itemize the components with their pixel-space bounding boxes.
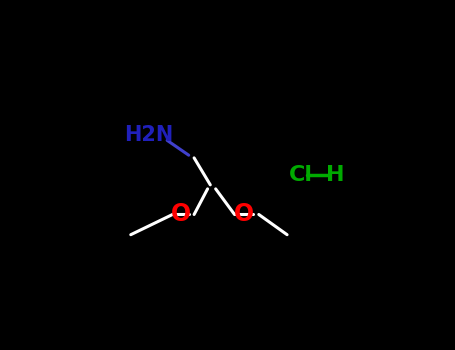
Text: O: O bbox=[171, 203, 191, 226]
Text: H2N: H2N bbox=[124, 125, 173, 145]
Text: H: H bbox=[326, 166, 344, 186]
Text: Cl: Cl bbox=[288, 166, 313, 186]
Text: O: O bbox=[234, 203, 254, 226]
